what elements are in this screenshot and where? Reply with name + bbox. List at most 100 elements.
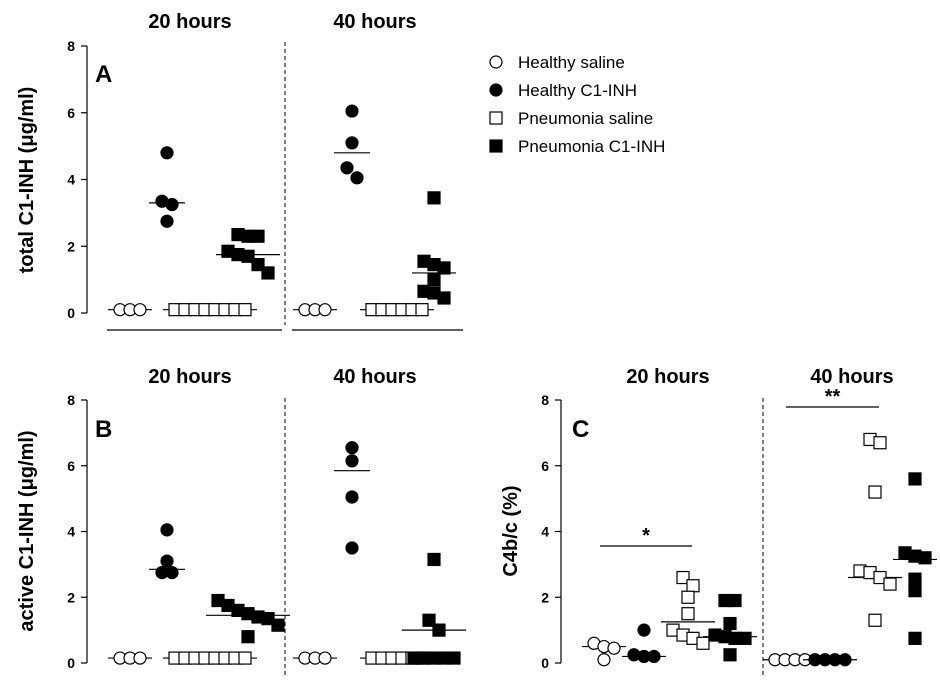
panel-b-y-tick-label: 6: [67, 458, 75, 474]
panel-b-40-hours-pneumonia-c1-inh-point: [432, 623, 446, 637]
legend: Healthy saline Healthy C1-INH Pneumonia sa…: [489, 53, 665, 156]
panel-a-20-hours-healthy-saline-point: [133, 303, 147, 317]
panel-c-40-hours-healthy-c1-inh-point: [838, 653, 852, 667]
panel-a-40-hours-pneumonia-c1-inh-point: [437, 261, 451, 275]
panel-c-20-hours-healthy-c1-inh-point: [637, 623, 651, 637]
panel-b-40-hours-pneumonia-c1-inh-point: [422, 613, 436, 627]
panel-b-20-hours-healthy-saline-point: [133, 651, 147, 665]
panel-b-20-hours-healthy-c1-inh-point: [160, 523, 174, 537]
panel-c-40-hours-pneumonia-saline-point: [883, 577, 897, 591]
panel-a-40-hours-pneumonia-saline: [360, 303, 434, 317]
panel-c-40-hours-pneumonia-c1-inh-point: [918, 551, 932, 565]
panel-b-letter: B: [95, 416, 112, 443]
panel-c-40-hours-pneumonia-saline-point: [868, 485, 882, 499]
panel-a-40-hours-healthy-saline: [293, 303, 337, 317]
panel-b-40-hours-healthy-saline: [293, 651, 337, 665]
panel-c-y-tick-label: 8: [541, 392, 549, 408]
panel-b-20-hours-healthy-c1-inh-point: [160, 554, 174, 568]
panel-c-40-hours-pneumonia-c1-inh-point: [908, 472, 922, 486]
panel-b-20-hours-pneumonia-c1-inh: [206, 593, 290, 644]
panel-b-20-hours-pneumonia-c1-inh-point: [241, 630, 255, 644]
panel-b-40-hours-pneumonia-c1-inh-point: [447, 651, 461, 665]
panel-a-y-axis-label: total C1-INH (μg/ml): [16, 87, 38, 274]
panel-a-20-hours-pneumonia-c1-inh-point: [261, 266, 275, 280]
panel-a-20-hours-healthy-c1-inh-point: [165, 197, 179, 212]
panel-b-40-hours-healthy-c1-inh-point: [345, 541, 359, 555]
panel-b-y-tick-label: 8: [67, 392, 75, 408]
panel-b-20-hours-healthy-saline: [108, 651, 152, 665]
panel-c-20-hours-pneumonia-c1-inh-point: [723, 648, 737, 662]
panel-c-letter: C: [572, 416, 589, 443]
panel-b-20-hours-healthy-c1-inh-point: [165, 565, 179, 580]
panel-c-20-hours-pneumonia-saline-point: [696, 636, 710, 650]
legend-label-pneumonia-c1-inh: Pneumonia C1-INH: [518, 137, 665, 156]
panel-a-20-hours-healthy-c1-inh-point: [160, 214, 174, 228]
panel-a-40-hours-pneumonia-saline-point: [415, 303, 429, 317]
panel-a-40-hours-pneumonia-c1-inh-point: [437, 291, 451, 305]
panel-c-y-tick-label: 4: [541, 524, 549, 540]
panel-a-20-hours-pneumonia-c1-inh: [216, 227, 280, 280]
panel-a-40-hours-healthy-c1-inh-point: [340, 161, 354, 175]
panel-a-y-tick-label: 2: [67, 238, 75, 254]
panel-b-20-hours-pneumonia-saline: [163, 651, 257, 665]
panel-b-40-hours-healthy-saline-point: [318, 651, 332, 665]
panel-a-20-hours-pneumonia-c1-inh-point: [241, 249, 255, 263]
panel-c-40-hours-pneumonia-c1-inh-point: [908, 631, 922, 645]
panel-b-20-hours-pneumonia-saline-point: [238, 651, 252, 665]
panel-c-20-hours-healthy-saline: [582, 636, 626, 667]
panel-a-20-hours-pneumonia-saline: [163, 303, 257, 317]
panel-b-header-40-hours: 40 hours: [333, 366, 416, 388]
panel-c-40-hours-pneumonia-saline-point: [868, 613, 882, 627]
panel-c-y-tick-label: 2: [541, 589, 549, 605]
panel-a-letter: A: [95, 61, 112, 88]
panel-a-40-hours-pneumonia-c1-inh-point: [427, 191, 441, 205]
panel-a-header-20-hours: 20 hours: [148, 11, 231, 33]
panel-b-40-hours-healthy-c1-inh: [334, 441, 370, 555]
panel-b-header-20-hours: 20 hours: [148, 366, 231, 388]
panel-a-20-hours-healthy-saline: [108, 303, 152, 317]
panel-b-y-tick-label: 0: [67, 655, 75, 671]
panel-c-20-hours-healthy-c1-inh: [622, 623, 666, 664]
legend-label-healthy-c1-inh: Healthy C1-INH: [518, 81, 637, 100]
panel-b-y-axis-label: active C1-INH (μg/ml): [16, 430, 38, 631]
panel-c-20-hours-healthy-saline-point: [607, 641, 621, 655]
panel-b-20-hours-pneumonia-c1-inh-point: [271, 618, 285, 632]
legend-label-healthy-saline: Healthy saline: [518, 53, 625, 72]
panel-c-20-hours-pneumonia-saline-point: [686, 579, 700, 593]
panel-c-20-hours-pneumonia-c1-inh: [703, 593, 757, 662]
panel-a-y-tick-label: 4: [67, 172, 75, 188]
legend-marker-pneumonia-c1-inh: [489, 139, 503, 153]
panel-a-y-tick-label: 6: [67, 105, 75, 121]
panel-c-20-hours-pneumonia-saline: [661, 570, 715, 650]
legend-marker-healthy-saline: [489, 55, 503, 69]
panel-c-40-hours-pneumonia-c1-inh-point: [908, 584, 922, 598]
panel-a-20-hours-healthy-c1-inh: [149, 146, 185, 228]
panel-c-20-hours-pneumonia-c1-inh-point: [738, 631, 752, 645]
panel-a-20-hours-pneumonia-c1-inh-point: [251, 258, 265, 272]
panel-b-40-hours-healthy-c1-inh-point: [345, 454, 359, 468]
panel-c-significance-label: *: [642, 525, 650, 547]
panel-a-20-hours-pneumonia-saline-point: [238, 303, 252, 317]
panel-b-40-hours-pneumonia-c1-inh-point: [427, 552, 441, 567]
panel-b-40-hours-pneumonia-c1-inh: [402, 552, 466, 665]
panel-a-40-hours-healthy-c1-inh: [334, 104, 370, 185]
panel-a-40-hours-pneumonia-c1-inh: [412, 191, 456, 305]
panel-c-20-hours-pneumonia-c1-inh-point: [723, 616, 737, 631]
panel-c-40-hours-pneumonia-saline: [848, 432, 902, 627]
panel-c-40-hours-pneumonia-c1-inh: [893, 472, 937, 645]
panel-c-20-hours-pneumonia-saline-point: [681, 590, 695, 604]
legend-marker-pneumonia-saline: [489, 111, 503, 125]
legend-marker-healthy-c1-inh: [489, 83, 503, 97]
panel-a-y-tick-label: 0: [67, 305, 75, 321]
panel-c-y-tick-label: 6: [541, 458, 549, 474]
panel-b-y-tick-label: 4: [67, 524, 75, 540]
panel-a-20-hours-healthy-c1-inh-point: [160, 146, 174, 160]
panel-a-header-40-hours: 40 hours: [333, 11, 416, 33]
panel-c-y-tick-label: 0: [541, 655, 549, 671]
panel-c-significance-label: **: [825, 386, 841, 408]
panel-c-20-hours-healthy-c1-inh-point: [647, 649, 661, 664]
panel-b-40-hours-healthy-c1-inh-point: [345, 490, 359, 504]
panel-a-40-hours-healthy-c1-inh-point: [345, 136, 359, 150]
